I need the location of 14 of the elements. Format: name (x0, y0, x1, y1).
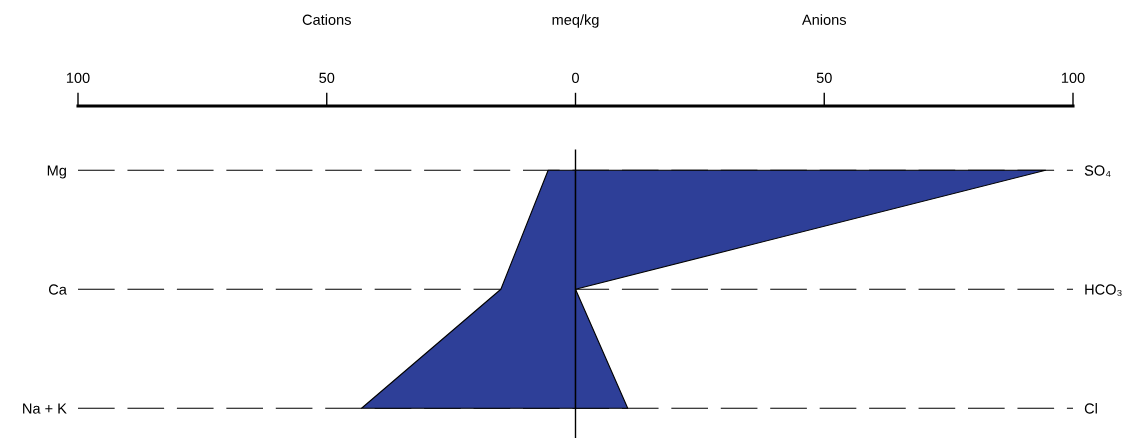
text: Anions (801, 14, 847, 25)
y-tick-label: Na + K (23, 403, 67, 414)
x-tick-label: 0 (572, 72, 579, 83)
y2-tick-label: HCO₃ (1085, 284, 1122, 296)
y-tick-label: Ca (48, 284, 67, 295)
x-tick-label: 100 (1061, 72, 1085, 83)
text: Cations (302, 14, 351, 25)
x-tick-label: 50 (319, 72, 335, 83)
y2-tick-label: SO₄ (1084, 165, 1111, 177)
x-tick-label: 100 (66, 72, 90, 83)
x-tick-label: 50 (816, 72, 832, 83)
y-tick-label: Mg (47, 165, 66, 179)
x-axis-title: meq/kg (552, 14, 599, 28)
y2-tick-label: Cl (1084, 402, 1097, 414)
